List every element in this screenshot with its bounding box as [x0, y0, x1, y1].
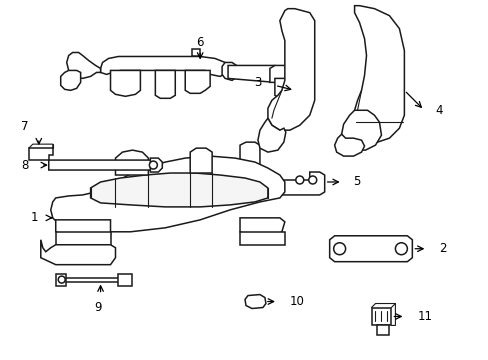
Text: 1: 1	[31, 211, 39, 224]
Polygon shape	[49, 160, 158, 170]
Circle shape	[149, 161, 157, 169]
Polygon shape	[354, 6, 404, 142]
Text: 6: 6	[196, 36, 203, 49]
Polygon shape	[115, 150, 148, 175]
Polygon shape	[244, 294, 265, 309]
Polygon shape	[329, 236, 411, 262]
Polygon shape	[377, 325, 388, 336]
Circle shape	[295, 176, 303, 184]
Polygon shape	[56, 274, 65, 285]
Polygon shape	[101, 57, 227, 76]
Polygon shape	[118, 274, 132, 285]
Polygon shape	[56, 232, 110, 245]
Polygon shape	[90, 173, 267, 207]
Polygon shape	[41, 240, 115, 265]
Polygon shape	[66, 53, 101, 78]
Polygon shape	[258, 118, 285, 152]
Polygon shape	[155, 71, 175, 98]
Polygon shape	[51, 156, 285, 232]
Text: 3: 3	[254, 76, 262, 89]
Circle shape	[333, 243, 345, 255]
Polygon shape	[61, 71, 81, 90]
Polygon shape	[240, 142, 260, 168]
Polygon shape	[192, 49, 200, 57]
Text: 10: 10	[289, 295, 304, 308]
Text: 11: 11	[416, 310, 431, 323]
Text: 7: 7	[21, 120, 28, 133]
Polygon shape	[56, 220, 110, 242]
Text: 8: 8	[21, 158, 29, 172]
Polygon shape	[29, 148, 53, 160]
Polygon shape	[240, 232, 285, 245]
Polygon shape	[185, 71, 210, 93]
Polygon shape	[61, 278, 130, 282]
Circle shape	[58, 276, 65, 283]
Text: 4: 4	[434, 104, 442, 117]
Polygon shape	[274, 78, 294, 98]
Polygon shape	[341, 110, 381, 150]
Polygon shape	[371, 307, 390, 325]
Polygon shape	[222, 62, 238, 80]
Polygon shape	[334, 134, 364, 156]
Text: 5: 5	[353, 175, 360, 189]
Polygon shape	[110, 71, 140, 96]
Polygon shape	[269, 66, 289, 82]
Polygon shape	[190, 148, 212, 173]
Polygon shape	[240, 165, 324, 195]
Circle shape	[395, 243, 407, 255]
Polygon shape	[227, 66, 279, 82]
Polygon shape	[267, 9, 314, 130]
Text: 2: 2	[438, 242, 446, 255]
Circle shape	[308, 176, 316, 184]
Polygon shape	[150, 158, 162, 172]
Text: 9: 9	[94, 301, 101, 314]
Polygon shape	[240, 218, 285, 238]
